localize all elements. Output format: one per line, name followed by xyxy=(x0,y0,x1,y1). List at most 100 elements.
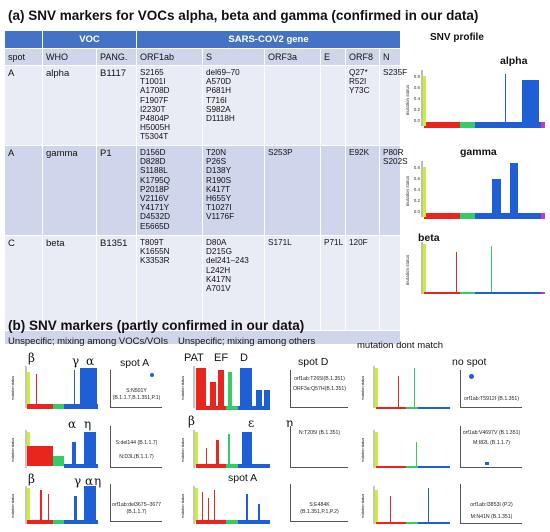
svg-text:0.2: 0.2 xyxy=(414,198,421,203)
snv-marker-table: VOC SARS-COV2 gene spot WHO PANG. ORF1ab… xyxy=(3,30,408,345)
caption-group-2: Unspecific; mixing among others xyxy=(178,336,316,347)
mutation-item: D828D xyxy=(140,157,166,167)
mutation-item: T716I xyxy=(206,95,227,105)
mutation-item: E92K xyxy=(349,148,370,157)
svg-text:0.6: 0.6 xyxy=(414,176,421,181)
snv-profile-panel: mutation status xyxy=(176,484,272,530)
cell-orf3a xyxy=(264,65,321,146)
spot-label: no spot xyxy=(452,356,487,368)
mutation-item: S982A xyxy=(206,104,231,114)
label-alpha: α xyxy=(85,474,94,488)
snv-profile-panel: mutation status xyxy=(176,428,272,474)
mutation-item: D215G xyxy=(206,247,232,257)
mutation-item: D138Y xyxy=(206,166,232,176)
zoom-label: orf1ab:T265I(B.1.351) xyxy=(294,376,345,382)
zoom-inset: N:T205I (B.1.351) xyxy=(290,426,348,468)
svg-text:mutation status: mutation status xyxy=(181,376,185,401)
svg-text:0.0: 0.0 xyxy=(414,209,421,214)
cell-spot: A xyxy=(4,145,43,236)
label-epsilon: ε xyxy=(248,416,255,430)
mutation-item: F1907F xyxy=(140,95,169,105)
zoom-label: orf1ab:V4697V (B.1.351) xyxy=(462,430,521,436)
col-orf3a: ORF3a xyxy=(264,48,321,66)
mutation-item: P71L xyxy=(324,238,344,247)
label-alpha: α xyxy=(68,417,77,431)
mutation-item: K417T xyxy=(206,184,231,194)
cell-n xyxy=(378,235,402,331)
mutation-item: T809T xyxy=(140,238,164,247)
cell-s: T20N P26S D138Y R190S K417T H655Y T1027I V1176F xyxy=(202,145,265,236)
section-a-title: (a) SNV markers for VOCs alpha, beta and… xyxy=(8,8,479,23)
zoom-inset: S:del144 (B.1.1.7) N:D3L(B.1.1.7) xyxy=(110,426,162,468)
zoom-label: N:D3L(B.1.1.7) xyxy=(119,454,154,460)
zoom-label: orf1ab:I3853I (P.2) xyxy=(470,502,513,508)
mutation-item: P4804P xyxy=(140,114,170,124)
spot-label: spot A xyxy=(120,357,150,369)
profile-label-beta: beta xyxy=(418,232,440,244)
mutation-item: del241–243 xyxy=(206,256,249,266)
mutation-item: A701V xyxy=(206,284,231,294)
cell-orf8: E92K xyxy=(345,145,380,236)
table-row: A alpha B1117 S2165 T1001I A1708D F1907F I22… xyxy=(4,65,407,146)
col-e: E xyxy=(320,48,346,66)
profile-label-gamma: gamma xyxy=(460,146,497,158)
label-alpha: α xyxy=(86,354,95,368)
snv-profile-beta: mutation status xyxy=(404,240,546,302)
mutation-item: T20N xyxy=(206,148,227,157)
mutation-item: Q27* xyxy=(349,68,368,77)
label-pat: PAT xyxy=(184,352,204,364)
label-beta: β xyxy=(188,414,195,428)
svg-text:mutation status: mutation status xyxy=(405,175,410,206)
mutation-item: K1655N xyxy=(140,247,170,257)
cell-orf3a: S253P xyxy=(264,145,321,236)
svg-text:mutation status: mutation status xyxy=(11,438,15,463)
svg-text:mutation status: mutation status xyxy=(361,376,365,401)
section-b-title: (b) SNV markers (partly confirmed in our… xyxy=(8,318,305,333)
mutation-item: L242H xyxy=(206,265,231,275)
mutation-item: P80R xyxy=(383,148,404,157)
cell-n: P80R S202S xyxy=(378,145,408,236)
spot-label: spot A xyxy=(228,472,258,484)
svg-text:0.8: 0.8 xyxy=(414,165,421,170)
mutation-item: Y73C xyxy=(349,86,370,96)
mutation-item: E5665D xyxy=(140,221,170,231)
svg-text:mutation status: mutation status xyxy=(181,438,185,463)
label-eta: η xyxy=(94,474,102,488)
zoom-label: S:del144 (B.1.1.7) xyxy=(115,440,158,446)
cell-orf3a: S171L xyxy=(264,235,321,331)
label-d: D xyxy=(240,352,248,364)
cell-e xyxy=(320,65,346,146)
snv-profile-panel: mutation status xyxy=(4,484,100,530)
mutation-item: S1188L xyxy=(140,166,168,176)
mutation-item: A1708D xyxy=(140,86,170,96)
col-orf1ab: ORF1ab xyxy=(136,48,203,66)
cell-pango: B1351 xyxy=(96,235,137,331)
label-beta: β xyxy=(28,472,35,486)
gene-header: SARS-COV2 gene xyxy=(135,30,402,49)
svg-text:0.2: 0.2 xyxy=(414,107,421,112)
label-eta: η xyxy=(84,417,92,431)
snv-profile-panel: mutation status xyxy=(356,428,452,474)
zoom-inset: orf1ab:del3675–3677 (B.1.1.7) xyxy=(110,484,162,522)
snv-profile-title: SNV profile xyxy=(430,32,484,43)
col-n: N xyxy=(378,48,402,66)
col-who: WHO xyxy=(42,48,97,66)
svg-text:0.0: 0.0 xyxy=(414,118,421,123)
zoom-label: (B.1.1.7,B.1.351,P.1) xyxy=(112,395,161,401)
col-s: S xyxy=(202,48,265,66)
snv-profile-panel: mutation status xyxy=(4,428,100,474)
snv-profile-panel: mutation status xyxy=(4,364,100,414)
zoom-inset: orf1ab:T5912I (B.1.351) xyxy=(460,370,522,408)
mutation-item: K1795Q xyxy=(140,175,171,185)
mutation-item: T5304T xyxy=(140,132,169,142)
cell-orf8: Q27* R52I Y73C xyxy=(345,65,380,146)
label-beta: β xyxy=(28,351,35,365)
cell-pango: B1117 xyxy=(96,65,137,146)
mutation-item: D4532D xyxy=(140,212,171,222)
label-gamma: γ xyxy=(72,354,80,368)
mutation-item: del69–70 xyxy=(206,68,240,77)
zoom-label: (B.1.1.7) xyxy=(126,509,147,515)
cell-s: D80A D215G del241–243 L242H K417N A701V xyxy=(202,235,265,331)
col-orf8: ORF8 xyxy=(345,48,380,66)
mutation-item: D80A xyxy=(206,238,227,247)
